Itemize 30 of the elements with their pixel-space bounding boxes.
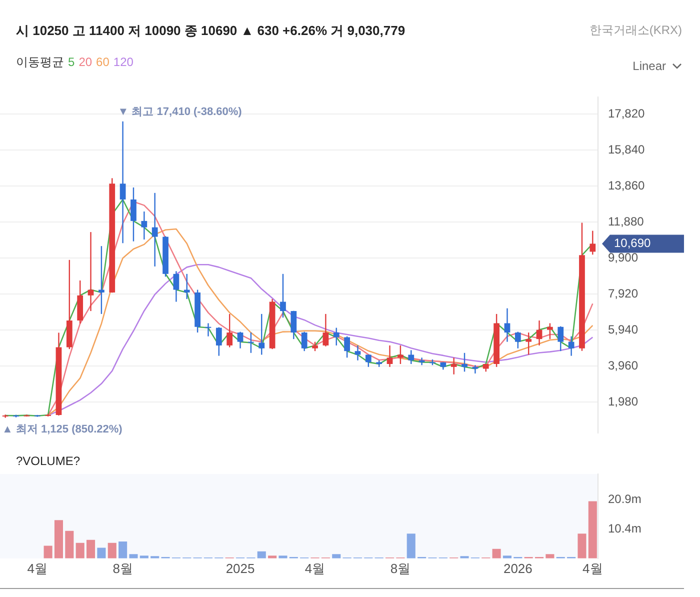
x-tick-label: 4월 — [27, 560, 48, 576]
y-tick-label: 13,860 — [608, 178, 646, 192]
y-tick-label: 9,900 — [608, 250, 638, 264]
y-tick-label: 5,940 — [608, 322, 638, 336]
x-tick-label: 8월 — [112, 560, 133, 576]
y-tick-label: 10.4m — [608, 521, 642, 536]
annotation: ▲ 최저 1,125 (850.22%) — [2, 423, 123, 436]
y-tick-label: 1,980 — [608, 394, 638, 409]
x-tick-label: 2026 — [503, 560, 532, 576]
text: 10,690 — [614, 236, 652, 250]
legend-title: 이동평균 — [16, 55, 64, 69]
text: 한국거래소(KRX) — [589, 22, 682, 39]
x-tick-label: 4월 — [304, 560, 326, 576]
chart-subtitle: 시 10250 고 11400 저 10090 종 10690 ▲ 630 +6.26% 거 9,030,779 — [16, 22, 406, 40]
text: 5 — [68, 55, 75, 69]
x-tick-label: 4월 — [582, 560, 603, 576]
chart-title: ?VOLUME? — [16, 454, 80, 468]
text: 20 — [78, 55, 92, 69]
y-tick-label: 15,840 — [608, 142, 646, 156]
y-tick-label: 11,880 — [608, 214, 644, 228]
y-tick-label: 3,960 — [608, 358, 638, 372]
x-tick-label: 8월 — [390, 560, 411, 576]
annotation: ▼ 최고 17,410 (-38.60%) — [118, 106, 242, 118]
y-tick-label: 17,820 — [608, 106, 646, 120]
text: 120 — [113, 55, 134, 69]
y-tick-label: 20.9m — [608, 492, 642, 506]
y-tick-label: 7,920 — [608, 286, 638, 300]
text: Linear — [632, 59, 666, 73]
text: 60 — [96, 55, 110, 69]
x-tick-label: 2025 — [226, 560, 255, 576]
